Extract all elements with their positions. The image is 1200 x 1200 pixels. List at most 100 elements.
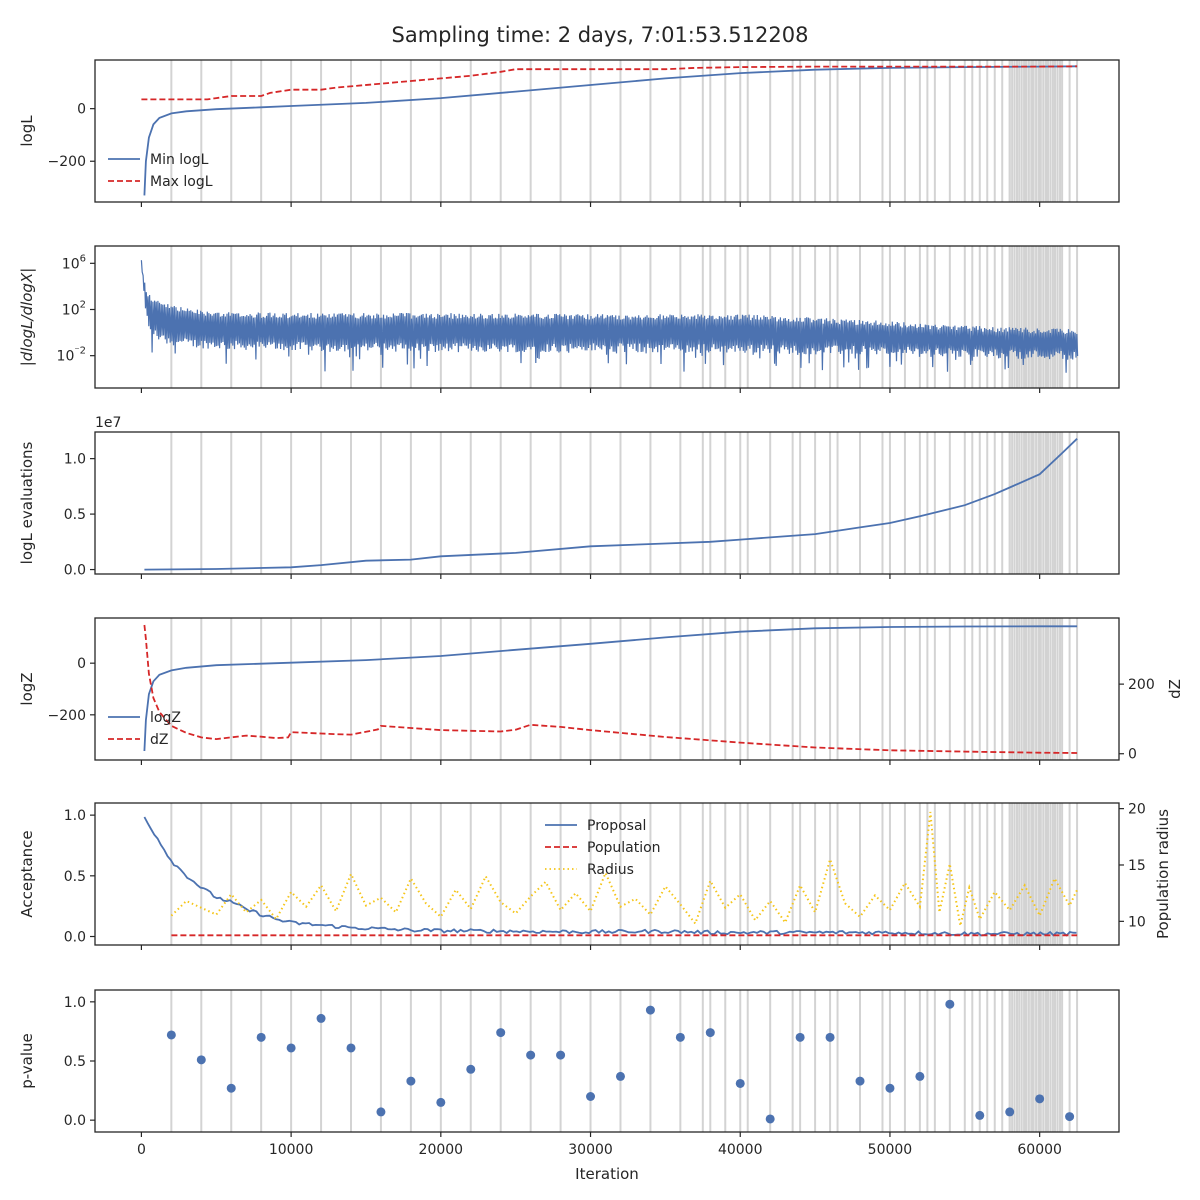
- y-tick-label: 1.0: [64, 995, 86, 1011]
- panel-1: −200 0 logL Min logL Max logL: [18, 59, 1120, 207]
- panel-5: 0.0 0.5 1.0 10 15 20 Population radius Acceptan…: [18, 802, 1172, 950]
- panel-4: −200 0 0 200 dZ logZ logZ dZ: [18, 617, 1184, 765]
- legend-entry-2: dZ: [150, 732, 168, 748]
- panel-frame: [94, 245, 1120, 389]
- marker-lines: [170, 618, 1079, 760]
- y-tick-exponent: 6: [80, 253, 86, 264]
- point-29: [1005, 1107, 1015, 1117]
- plot-area: [140, 246, 1079, 388]
- point-3: [226, 1083, 236, 1093]
- y-axis-label: Acceptance: [18, 830, 36, 917]
- panel-frame: [94, 617, 1120, 761]
- y2-axis-label: dZ: [1166, 679, 1184, 699]
- plot-area: [141, 60, 1079, 202]
- marker-lines: [170, 432, 1079, 574]
- x-tick-label: 20000: [419, 1142, 464, 1158]
- point-5: [286, 1043, 296, 1053]
- legend-entry-3: Radius: [587, 862, 634, 878]
- y-tick-label: −200: [48, 708, 86, 724]
- y-tick-label: −200: [48, 154, 86, 170]
- x-tick-label: 30000: [568, 1142, 613, 1158]
- y2-tick-label: 10: [1128, 914, 1146, 930]
- x-tick-label: 50000: [868, 1142, 913, 1158]
- x-tick-label: 60000: [1017, 1142, 1062, 1158]
- y-tick-label: 0.5: [64, 507, 86, 523]
- point-10: [436, 1097, 446, 1107]
- series-line-1: [143, 65, 1078, 196]
- point-15: [586, 1092, 596, 1101]
- series-line-1: [143, 816, 1077, 937]
- point-14: [556, 1050, 566, 1060]
- point-30: [1035, 1094, 1045, 1104]
- y2-axis-label: Population radius: [1154, 809, 1172, 939]
- point-21: [765, 1114, 775, 1124]
- legend-entry-1: Min logL: [150, 152, 209, 168]
- y2-tick-label: 200: [1128, 677, 1155, 693]
- y-tick-exponent: ⁻2: [74, 346, 86, 357]
- y-tick-label: 0.0: [64, 1113, 86, 1129]
- x-tick-label: 40000: [718, 1142, 763, 1158]
- series-line-2: [143, 624, 1078, 754]
- series-line-1: [144, 438, 1078, 571]
- point-8: [376, 1107, 386, 1117]
- point-25: [885, 1083, 895, 1093]
- panel-frame: [94, 59, 1120, 203]
- y-axis-label: |dlogL/dlogX|: [18, 268, 36, 367]
- point-13: [526, 1050, 536, 1060]
- point-7: [346, 1043, 356, 1053]
- plot-area: [143, 618, 1079, 760]
- point-24: [855, 1076, 865, 1086]
- y-tick-label: 1.0: [64, 808, 86, 824]
- y-tick-label: 10⁻2: [57, 346, 86, 365]
- y-tick-label: 106: [62, 253, 86, 272]
- y2-tick-label: 20: [1128, 802, 1146, 818]
- y2-tick-label: 15: [1128, 858, 1146, 874]
- y2-tick-label: 0: [1128, 747, 1137, 763]
- plot-area: [143, 803, 1079, 945]
- panel-6: 0 10000 20000 30000 40000 50000 60000 0.0 0.5 1.0…: [18, 989, 1120, 1158]
- point-6: [316, 1013, 326, 1023]
- x-tick-label: 0: [137, 1142, 146, 1158]
- panel-frame: [94, 802, 1120, 946]
- y-offset-label: 1e7: [95, 415, 121, 431]
- point-26: [915, 1071, 925, 1081]
- point-22: [795, 1032, 805, 1042]
- point-2: [196, 1055, 206, 1065]
- y-tick-label: 0.5: [64, 869, 86, 885]
- y-tick-label: 0.0: [64, 930, 86, 946]
- point-12: [496, 1028, 506, 1038]
- series-line-2: [141, 65, 1078, 101]
- y-axis-label: logL: [18, 115, 36, 147]
- legend-entry-1: logZ: [150, 710, 181, 726]
- marker-lines: [170, 990, 1079, 1132]
- figure-title: Sampling time: 2 days, 7:01:53.512208: [392, 23, 809, 47]
- legend: Proposal Population Radius: [545, 818, 661, 878]
- point-20: [735, 1078, 745, 1088]
- y-axis-label: p-value: [18, 1033, 36, 1089]
- point-28: [975, 1110, 985, 1120]
- legend-entry-1: Proposal: [587, 818, 646, 834]
- point-23: [825, 1032, 835, 1042]
- series-line-3: [170, 811, 1079, 927]
- point-4: [256, 1032, 266, 1042]
- point-9: [406, 1076, 416, 1086]
- panel-2: 106 102 10⁻2 |dlogL/dlogX|: [18, 245, 1120, 393]
- legend: logZ dZ: [108, 710, 181, 748]
- marker-lines: [170, 60, 1079, 202]
- panel-frame: [94, 431, 1120, 575]
- y-tick-label: 1.0: [64, 452, 86, 468]
- series-line-1: [143, 625, 1078, 752]
- y-tick-label: 0.0: [64, 563, 86, 579]
- legend-entry-2: Population: [587, 840, 661, 856]
- y-tick-label: 102: [62, 299, 86, 318]
- y-axis-label: logZ: [18, 672, 36, 705]
- y-axis-label: logL evaluations: [18, 441, 36, 564]
- y-tick-label: 0: [77, 656, 86, 672]
- plot-area: [166, 990, 1079, 1132]
- x-axis-label: Iteration: [575, 1165, 639, 1183]
- plot-area: [144, 432, 1079, 574]
- point-16: [615, 1071, 625, 1081]
- legend-entry-2: Max logL: [150, 174, 213, 190]
